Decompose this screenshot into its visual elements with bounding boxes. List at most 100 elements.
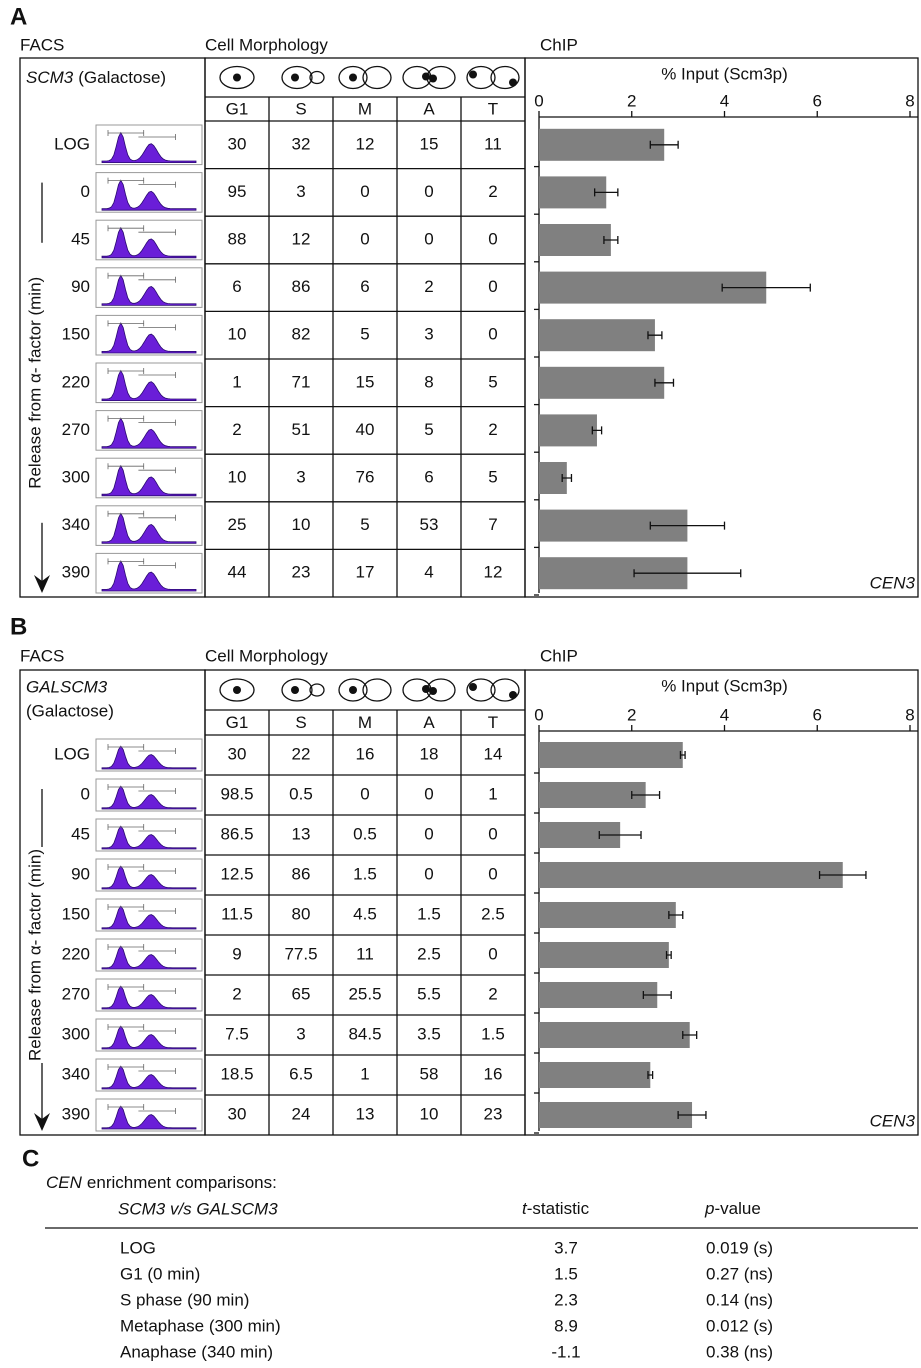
- p-value: 0.012 (s): [706, 1316, 773, 1335]
- table-cell: 0.5: [289, 784, 313, 803]
- table-cell: 5: [488, 372, 497, 391]
- figure: AFACSCell MorphologyChIPSCM3(Galactose)R…: [0, 0, 921, 1368]
- table-cell: 30: [228, 134, 247, 153]
- time-label: 270: [62, 420, 90, 439]
- bar: [539, 1022, 690, 1048]
- x-tick-label: 0: [534, 91, 543, 110]
- table-cell: 16: [484, 1064, 503, 1083]
- table-cell: 80: [292, 904, 311, 923]
- table-cell: 98.5: [220, 784, 253, 803]
- section-label: Cell Morphology: [205, 35, 328, 54]
- chart-title: % Input (Scm3p): [661, 676, 788, 695]
- table-cell: 15: [420, 134, 439, 153]
- table-cell: 86: [292, 864, 311, 883]
- panel-letter: B: [10, 613, 27, 640]
- time-label: 45: [71, 229, 90, 248]
- x-tick-label: 4: [720, 91, 729, 110]
- time-label: 90: [71, 277, 90, 296]
- column-header: S: [295, 713, 306, 732]
- header-rest: -value: [714, 1199, 760, 1218]
- table-cell: 3: [424, 325, 433, 344]
- section-label: ChIP: [540, 35, 578, 54]
- table-cell: 2: [424, 277, 433, 296]
- table-cell: 12: [292, 229, 311, 248]
- table-cell: 3.5: [417, 1024, 441, 1043]
- table-cell: 0: [488, 944, 497, 963]
- column-header: G1: [226, 713, 249, 732]
- table-cell: 3: [296, 467, 305, 486]
- table-cell: 88: [228, 229, 247, 248]
- p-value: 0.019 (s): [706, 1238, 773, 1257]
- table-cell: 0: [424, 229, 433, 248]
- time-label: 300: [62, 1024, 90, 1043]
- strain: SCM3: [26, 68, 74, 87]
- x-tick-label: 6: [813, 91, 822, 110]
- table-cell: 2: [232, 420, 241, 439]
- section-label: Cell Morphology: [205, 646, 328, 665]
- table-cell: 9: [232, 944, 241, 963]
- table-cell: 3: [296, 182, 305, 201]
- panel: AFACSCell MorphologyChIPSCM3(Galactose)R…: [10, 3, 918, 597]
- table-cell: 5: [360, 515, 369, 534]
- nucleus: [469, 683, 477, 691]
- x-tick-label: 2: [627, 91, 636, 110]
- nucleus: [233, 74, 241, 82]
- table-cell: 10: [420, 1104, 439, 1123]
- t-statistic: 3.7: [554, 1238, 578, 1257]
- bar: [539, 982, 657, 1008]
- table-cell: 18: [420, 744, 439, 763]
- table-cell: 1: [232, 372, 241, 391]
- x-tick-label: 6: [813, 705, 822, 724]
- p-value: 0.14 (ns): [706, 1290, 773, 1309]
- table-cell: 0: [488, 824, 497, 843]
- table-cell: 11: [356, 944, 374, 963]
- table-cell: 12.5: [220, 864, 253, 883]
- table-cell: 14: [484, 744, 503, 763]
- bar: [539, 1062, 650, 1088]
- table-cell: 0: [360, 182, 369, 201]
- table-cell: 16: [356, 744, 375, 763]
- table-title: CENenrichment comparisons:: [46, 1173, 277, 1192]
- table-cell: 12: [356, 134, 375, 153]
- table-cell: 77.5: [284, 944, 317, 963]
- table-cell: 10: [228, 467, 247, 486]
- nucleus: [349, 686, 357, 694]
- nucleus: [469, 71, 477, 79]
- row-label: LOG: [120, 1238, 156, 1257]
- annotation: CEN3: [870, 1111, 916, 1130]
- table-cell: 1: [488, 784, 497, 803]
- bar: [539, 942, 669, 968]
- table-cell: 23: [292, 563, 311, 582]
- table-cell: 0: [424, 784, 433, 803]
- nucleus: [429, 687, 437, 695]
- table-cell: 0: [424, 864, 433, 883]
- nucleus: [429, 75, 437, 83]
- table-cell: 0: [424, 182, 433, 201]
- time-label: 0: [81, 784, 90, 803]
- time-label: 220: [62, 372, 90, 391]
- table-cell: 5: [488, 467, 497, 486]
- table-cell: 95: [228, 182, 247, 201]
- bar: [539, 129, 664, 161]
- section-label: FACS: [20, 646, 64, 665]
- table-cell: 4.5: [353, 904, 377, 923]
- page: AFACSCell MorphologyChIPSCM3(Galactose)R…: [0, 0, 921, 1368]
- axis-label: Release from α- factor (min): [25, 277, 44, 489]
- table-cell: 53: [420, 515, 439, 534]
- p-value: 0.38 (ns): [706, 1342, 773, 1361]
- table-cell: 7: [488, 515, 497, 534]
- panel-letter: C: [22, 1145, 39, 1172]
- t-statistic: 8.9: [554, 1316, 578, 1335]
- axis-label: Release from α- factor (min): [25, 849, 44, 1061]
- condition: (Galactose): [78, 68, 166, 87]
- row-label: S phase (90 min): [120, 1290, 249, 1309]
- bar: [539, 224, 611, 256]
- table-cell: 84.5: [348, 1024, 381, 1043]
- column-header: t-statistic: [522, 1199, 590, 1218]
- table-cell: 3: [296, 1024, 305, 1043]
- table-cell: 1.5: [481, 1024, 505, 1043]
- table-cell: 17: [356, 563, 375, 582]
- column-header: M: [358, 99, 372, 118]
- bar: [539, 1102, 692, 1128]
